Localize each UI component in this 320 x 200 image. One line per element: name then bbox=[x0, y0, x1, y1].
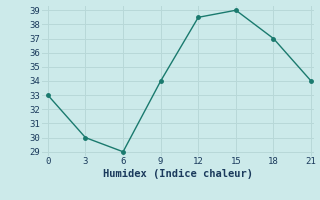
X-axis label: Humidex (Indice chaleur): Humidex (Indice chaleur) bbox=[103, 169, 252, 179]
